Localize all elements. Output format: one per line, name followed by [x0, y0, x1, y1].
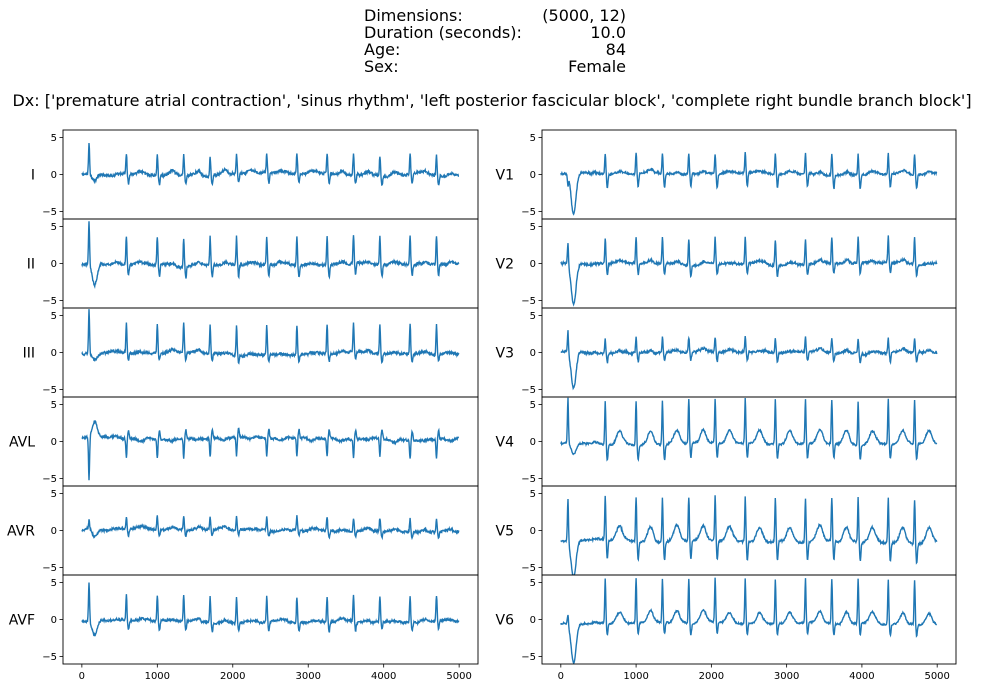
y-tick-label: 5	[530, 489, 536, 500]
y-tick-label: −5	[42, 207, 57, 218]
lead-trace-avr	[81, 515, 460, 541]
header-label-duration: Duration (seconds):	[364, 23, 522, 42]
y-tick-label: 5	[530, 133, 536, 144]
y-tick-label: 0	[51, 615, 57, 626]
x-tick-label: 1000	[145, 671, 170, 682]
y-tick-label: 0	[530, 615, 536, 626]
lead-trace-iii	[81, 309, 460, 365]
y-tick-label: −5	[521, 385, 536, 396]
lead-label-v2: V2	[496, 257, 514, 273]
y-tick-label: 5	[51, 489, 57, 500]
y-tick-label: 5	[51, 400, 57, 411]
x-tick-label: 0	[558, 671, 564, 682]
lead-label-v1: V1	[496, 168, 514, 184]
header-value-age: 84	[605, 40, 626, 59]
lead-panel-v2: −5 0 5 V2	[496, 218, 957, 309]
lead-label-avl: AVL	[9, 435, 35, 451]
x-tick-label: 4000	[371, 671, 396, 682]
header-label-dimensions: Dimensions:	[364, 6, 463, 25]
y-tick-label: 5	[51, 133, 57, 144]
y-tick-label: 0	[51, 526, 57, 537]
lead-trace-v5	[560, 495, 938, 575]
x-tick-label: 0	[79, 671, 85, 682]
lead-label-iii: III	[23, 346, 35, 362]
lead-panel-avf: −5 0 5 AVF 0 1000 2000 3000 4000 5000	[9, 574, 479, 682]
x-tick-label: 1000	[623, 671, 648, 682]
y-tick-label: 0	[530, 437, 536, 448]
y-tick-label: 5	[530, 400, 536, 411]
x-tick-label: 5000	[446, 671, 471, 682]
lead-trace-v3	[560, 330, 938, 391]
y-tick-label: 5	[51, 222, 57, 233]
header-label-sex: Sex:	[364, 57, 399, 76]
lead-panel-avr: −5 0 5 AVR	[7, 485, 479, 576]
header-value-dimensions: (5000, 12)	[542, 6, 626, 25]
lead-panel-v5: −5 0 5 V5	[496, 485, 957, 576]
lead-panel-v1: −5 0 5 V1	[496, 129, 957, 220]
y-tick-label: 0	[51, 437, 57, 448]
lead-trace-v2	[560, 235, 938, 307]
y-tick-label: 5	[51, 311, 57, 322]
y-tick-label: 0	[51, 170, 57, 181]
x-tick-label: 3000	[296, 671, 321, 682]
y-tick-label: −5	[42, 385, 57, 396]
y-tick-label: 5	[51, 578, 57, 589]
y-tick-label: −5	[521, 207, 536, 218]
x-tick-label: 4000	[849, 671, 874, 682]
y-tick-label: 0	[530, 170, 536, 181]
y-tick-label: −5	[521, 563, 536, 574]
lead-panel-v3: −5 0 5 V3	[496, 307, 957, 398]
y-tick-label: 0	[530, 348, 536, 359]
header-label-age: Age:	[364, 40, 401, 59]
y-tick-label: 0	[51, 348, 57, 359]
lead-trace-ii	[81, 221, 460, 289]
y-tick-label: 0	[530, 526, 536, 537]
lead-label-v4: V4	[496, 435, 515, 451]
lead-label-v3: V3	[496, 346, 514, 362]
y-tick-label: −5	[42, 474, 57, 485]
y-tick-label: −5	[521, 474, 536, 485]
y-tick-label: −5	[42, 296, 57, 307]
diagnosis-title: Dx: ['premature atrial contraction', 'si…	[12, 91, 972, 110]
lead-panel-v4: −5 0 5 V4	[496, 396, 957, 487]
y-tick-label: 5	[530, 311, 536, 322]
lead-label-v6: V6	[496, 613, 515, 629]
lead-panel-i: −5 0 5 I	[31, 129, 479, 220]
lead-panel-ii: −5 0 5 II	[27, 218, 479, 309]
x-tick-label: 2000	[220, 671, 245, 682]
x-tick-label: 3000	[774, 671, 799, 682]
y-tick-label: 5	[530, 222, 536, 233]
y-tick-label: −5	[42, 563, 57, 574]
lead-trace-i	[81, 142, 460, 187]
y-tick-label: −5	[521, 296, 536, 307]
lead-panel-iii: −5 0 5 III	[23, 307, 479, 398]
y-tick-label: −5	[42, 652, 57, 663]
x-tick-label: 2000	[699, 671, 724, 682]
y-tick-label: 0	[530, 259, 536, 270]
y-tick-label: 5	[530, 578, 536, 589]
lead-label-v5: V5	[496, 524, 514, 540]
lead-trace-v4	[560, 397, 938, 462]
lead-panel-v6: −5 0 5 V6 0 1000 2000 3000 4000 5000	[496, 574, 957, 682]
lead-trace-avf	[81, 582, 460, 637]
header-value-duration: 10.0	[590, 23, 626, 42]
lead-trace-v1	[560, 152, 938, 216]
lead-trace-avl	[81, 420, 460, 481]
y-tick-label: −5	[521, 652, 536, 663]
lead-label-i: I	[31, 168, 35, 184]
y-tick-label: 0	[51, 259, 57, 270]
lead-panel-avl: −5 0 5 AVL	[9, 396, 479, 487]
x-tick-label: 5000	[924, 671, 949, 682]
lead-trace-v6	[560, 577, 938, 664]
lead-label-ii: II	[27, 257, 35, 273]
header-value-sex: Female	[568, 57, 626, 76]
lead-label-avf: AVF	[9, 613, 35, 629]
lead-label-avr: AVR	[7, 524, 35, 540]
